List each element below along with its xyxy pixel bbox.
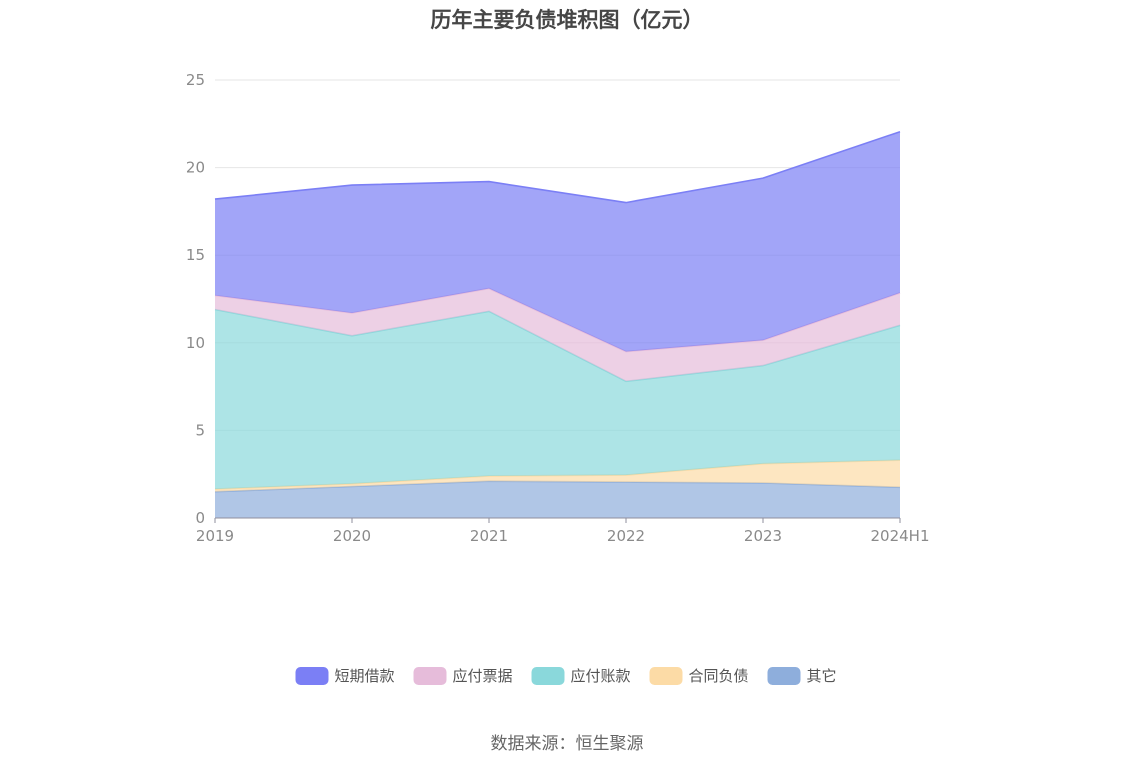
legend-swatch [767,667,801,685]
y-tick-label: 5 [195,421,205,439]
area-series-group [214,130,901,518]
area-series-1[interactable] [215,481,900,518]
x-tick-label: 2024H1 [871,527,930,545]
legend-label: 应付账款 [571,667,631,685]
chart-title: 历年主要负债堆积图（亿元） [430,8,704,32]
x-tick-label: 2020 [333,527,371,545]
y-tick-label: 0 [195,509,205,527]
legend-item[interactable]: 合同负债 [649,667,749,685]
legend-item[interactable]: 其它 [767,667,837,685]
legend-swatch [295,667,329,685]
y-tick-label: 10 [186,334,205,352]
area-series-5[interactable] [215,131,900,352]
legend-item[interactable]: 短期借款 [295,667,395,685]
legend-swatch [531,667,565,685]
legend[interactable]: 短期借款 应付票据 应付账款 合同负债 其它 [295,667,837,685]
legend-label: 短期借款 [335,667,395,685]
x-tick-label: 2019 [196,527,234,545]
axes: 0 5 10 15 20 25 2019 2020 2021 2022 2023 2024H1 [186,71,930,545]
x-tick-label: 2023 [744,527,782,545]
legend-label: 合同负债 [689,667,749,685]
y-tick-label: 25 [186,71,205,89]
area-series-4[interactable] [215,288,900,382]
y-tick-label: 20 [186,159,205,177]
legend-item[interactable]: 应付票据 [413,667,513,685]
source-note: 数据来源：恒生聚源 [490,734,644,754]
legend-swatch [649,667,683,685]
legend-item[interactable]: 应付账款 [531,667,631,685]
y-tick-label: 15 [186,246,205,264]
legend-label: 应付票据 [453,667,513,685]
area-series-line-5 [214,130,901,204]
area-series-3[interactable] [215,309,900,490]
x-tick-label: 2021 [470,527,508,545]
legend-label: 其它 [807,667,837,685]
legend-swatch [413,667,447,685]
x-tick-label: 2022 [607,527,645,545]
